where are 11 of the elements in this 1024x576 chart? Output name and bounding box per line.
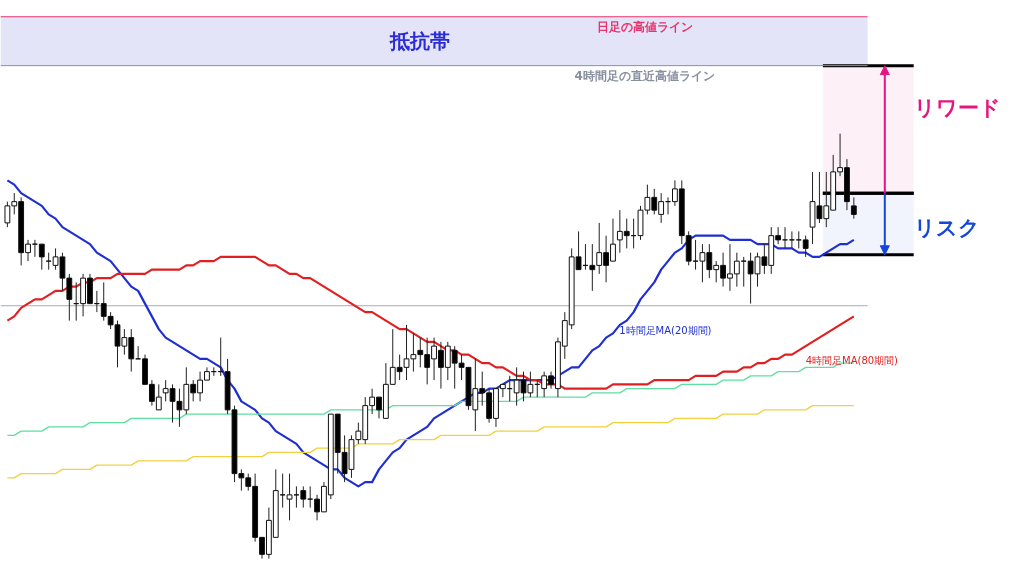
- candlestick: [788, 230, 795, 249]
- series-label: 1時間足MA(20期間): [619, 325, 712, 337]
- band-label: リワード: [914, 96, 1002, 121]
- candlestick: [850, 196, 857, 220]
- band-label: 抵抗帯: [389, 29, 451, 54]
- candlestick: [802, 235, 809, 258]
- ref-line-label: 4時間足の直近高値ライン: [574, 68, 715, 83]
- ref-line-label: 日足の高値ライン: [596, 19, 693, 34]
- candlestick: [38, 243, 45, 271]
- band-label: リスク: [914, 216, 981, 241]
- series-label: 4時間足MA(80期間): [805, 355, 899, 367]
